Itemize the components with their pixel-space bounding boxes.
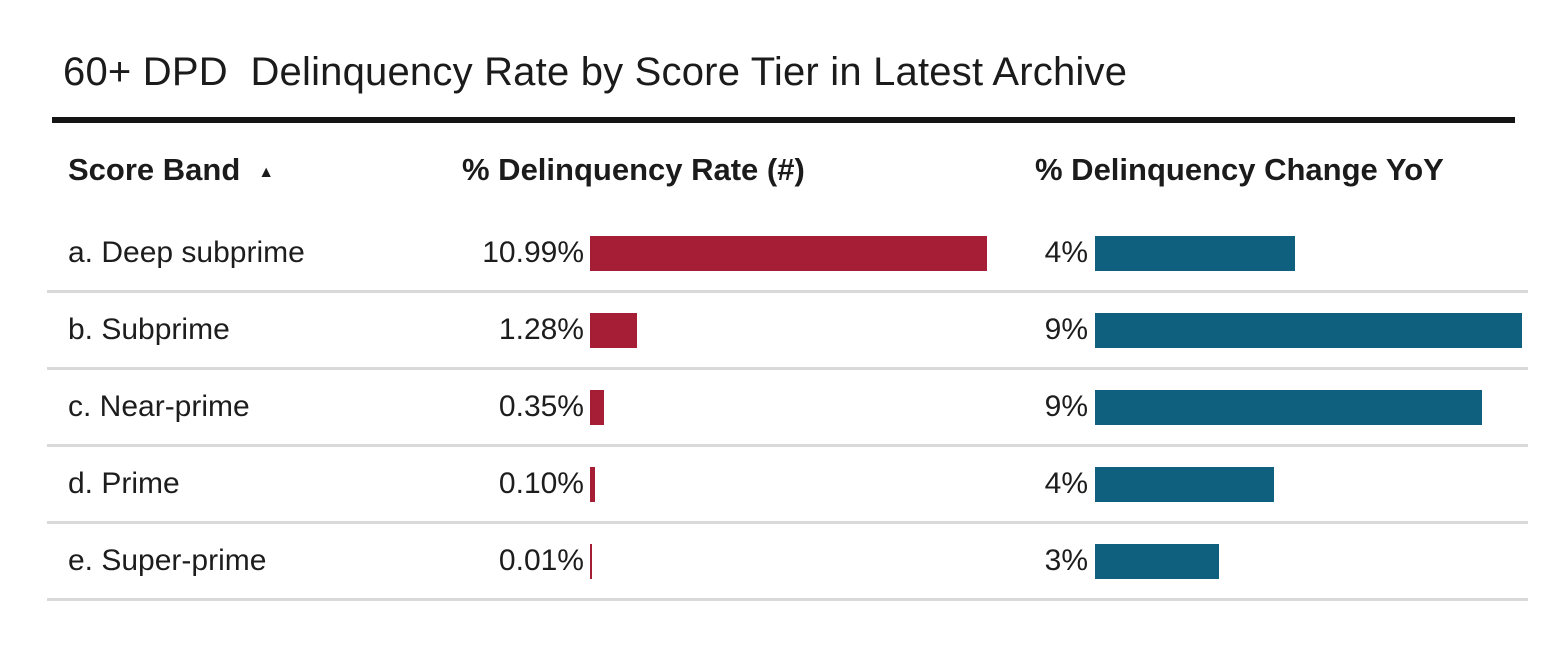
delinquency-change-value: 4% [1044,236,1088,269]
score-band-cell: b. Subprime [68,313,230,346]
column-header-delinquency-rate[interactable]: % Delinquency Rate (#) [462,124,882,216]
column-header-score-band[interactable]: Score Band ▲ [68,124,428,216]
delinquency-change-bar [1095,312,1522,348]
table-row: e. Super-prime 0.01% 3% [47,524,1528,601]
chart-title: 60+ DPD Delinquency Rate by Score Tier i… [63,50,1128,94]
column-header-delinquency-change-yoy[interactable]: % Delinquency Change YoY [1035,124,1515,216]
delinquency-change-bar [1095,235,1295,271]
title-divider [52,117,1515,123]
score-band-cell: a. Deep subprime [68,236,305,269]
delinquency-change-value: 9% [1044,390,1088,423]
delinquency-rate-value: 0.01% [498,544,584,577]
table-row: b. Subprime 1.28% 9% [47,293,1528,370]
delinquency-rate-bar [590,235,987,271]
score-band-cell: c. Near-prime [68,390,250,423]
delinquency-change-bar [1095,389,1482,425]
table-header-row: Score Band ▲ % Delinquency Rate (#) % De… [47,124,1528,216]
delinquency-change-bar [1095,543,1219,579]
delinquency-rate-value: 1.28% [498,313,584,346]
table-row: d. Prime 0.10% 4% [47,447,1528,524]
score-band-cell: d. Prime [68,467,180,500]
delinquency-change-value: 9% [1044,313,1088,346]
table-row: c. Near-prime 0.35% 9% [47,370,1528,447]
sort-ascending-icon: ▲ [258,164,275,181]
delinquency-change-header-label: % Delinquency Change YoY [1035,152,1444,187]
delinquency-rate-bar [590,543,592,579]
score-band-cell: e. Super-prime [68,544,267,577]
delinquency-rate-bar [590,312,637,348]
delinquency-rate-value: 0.10% [498,467,584,500]
delinquency-rate-value: 10.99% [482,236,584,269]
delinquency-change-bar [1095,466,1274,502]
delinquency-rate-header-label: % Delinquency Rate (#) [462,152,805,187]
delinquency-change-value: 4% [1044,467,1088,500]
delinquency-rate-bar [590,389,604,425]
delinquency-change-value: 3% [1044,544,1088,577]
score-band-header-label: Score Band [68,152,241,187]
delinquency-rate-value: 0.35% [498,390,584,423]
table-row: a. Deep subprime 10.99% 4% [47,216,1528,293]
delinquency-rate-bar [590,466,595,502]
